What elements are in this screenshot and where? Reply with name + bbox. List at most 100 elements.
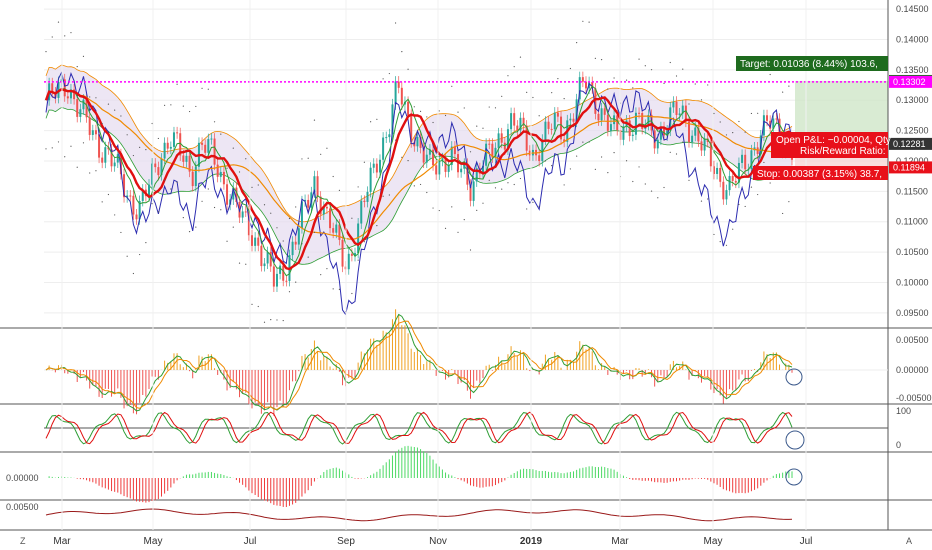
envelope-dot: [201, 87, 203, 89]
envelope-dot: [625, 79, 628, 81]
envelope-dot: [282, 319, 284, 322]
envelope-dot: [507, 75, 509, 77]
candle-body: [616, 115, 619, 131]
envelope-dot: [170, 188, 172, 190]
candle-body: [703, 138, 706, 151]
envelope-dot: [526, 208, 528, 210]
candle-body: [69, 89, 72, 99]
envelope-dot: [376, 118, 378, 120]
candle-body: [716, 167, 719, 174]
envelope-dot: [95, 170, 97, 172]
bottom-indicator-panel[interactable]: 0.00500: [6, 502, 793, 522]
candle-body: [485, 143, 488, 166]
envelope-dot: [357, 186, 359, 188]
envelope-dot: [613, 77, 615, 79]
candle-body: [641, 113, 644, 129]
envelope-dot: [326, 268, 328, 270]
envelope-dot: [650, 190, 653, 192]
envelope-dot: [538, 115, 540, 117]
envelope-dot: [544, 160, 547, 162]
candle-body: [594, 88, 597, 114]
envelope-dot: [613, 152, 615, 154]
envelope-dot: [563, 184, 565, 186]
candle-body: [500, 133, 503, 143]
corner-left-label[interactable]: Z: [20, 536, 26, 546]
envelope-dot: [245, 263, 247, 265]
macd-tick-label: 0.00500: [896, 335, 929, 345]
price-tick-label: 0.12500: [896, 126, 929, 136]
candle-body: [432, 149, 435, 166]
candle-body: [213, 138, 216, 165]
vertical-grid: [61, 0, 807, 530]
envelope-dot: [307, 256, 309, 258]
envelope-dot: [744, 205, 746, 208]
price-axis[interactable]: 0.14500 0.14000 0.13500 0.13000 0.12500 0.120…: [889, 4, 932, 318]
candle-body: [410, 114, 413, 143]
candle-body: [325, 206, 328, 209]
candle-body: [388, 134, 391, 138]
candle-body: [216, 164, 219, 177]
corner-right-label[interactable]: A: [906, 536, 912, 546]
candle-body: [88, 117, 91, 135]
time-tick-label: Jul: [800, 536, 813, 547]
stoch-d-line: [45, 411, 793, 445]
envelope-dot: [519, 56, 522, 58]
stochastic-panel[interactable]: 100 0: [44, 406, 911, 450]
target-annotation[interactable]: Target: 0.01036 (8.44%) 103.6,: [736, 56, 888, 71]
candle-body: [332, 228, 335, 233]
candle-body: [659, 127, 662, 140]
envelope-dot: [576, 42, 578, 44]
envelope-dot: [295, 206, 297, 208]
candle-body: [510, 113, 513, 130]
candle-body: [700, 141, 703, 151]
candle-body: [737, 162, 740, 183]
candle-body: [119, 154, 122, 175]
envelope-dot: [45, 51, 47, 53]
envelope-dot: [188, 231, 191, 233]
candle-body: [179, 133, 182, 156]
envelope-dot: [76, 66, 78, 68]
histogram-panel[interactable]: 0.00000: [6, 445, 793, 508]
envelope-dot: [70, 32, 72, 34]
envelope-dot: [757, 112, 759, 114]
candle-body: [169, 146, 172, 149]
envelope-dot: [301, 158, 303, 160]
envelope-dot: [145, 149, 147, 151]
envelope-dot: [600, 59, 603, 61]
envelope-dot: [164, 179, 166, 181]
envelope-dot: [569, 168, 571, 170]
envelope-dot: [201, 200, 203, 202]
macd-line: [45, 313, 793, 412]
envelope-dot: [600, 156, 603, 158]
envelope-dot: [89, 172, 91, 174]
candle-body: [734, 180, 737, 183]
candle-body: [428, 149, 431, 155]
candle-body: [447, 164, 450, 172]
candle-body: [722, 181, 725, 200]
envelope-dot: [532, 96, 534, 99]
candle-body: [550, 128, 553, 130]
macd-panel[interactable]: 0.00500 0.00000 -0.00500: [44, 309, 932, 416]
envelope-dot: [769, 182, 771, 184]
envelope-dot: [725, 244, 728, 246]
time-tick-label: Jul: [244, 536, 257, 547]
envelope-dot: [82, 55, 85, 57]
candle-body: [538, 155, 541, 162]
candle-body: [116, 154, 119, 163]
open-pl-label: Open P&L: −0.00004, Qty: [776, 135, 891, 146]
price-tick-label: 0.14500: [896, 4, 929, 14]
candle-body: [631, 134, 634, 136]
envelope-dot: [757, 193, 759, 196]
candle-body: [126, 195, 129, 198]
candle-body: [394, 81, 397, 105]
envelope-dot: [588, 21, 590, 23]
open-pl-annotation[interactable]: Open P&L: −0.00004, Qty Risk/Reward Rati…: [771, 132, 891, 158]
histogram-tick-label: 0.00000: [6, 473, 39, 483]
envelope-dot: [182, 105, 184, 107]
envelope-dot: [432, 121, 434, 124]
stop-annotation[interactable]: Stop: 0.00387 (3.15%) 38.7,: [753, 166, 888, 180]
time-axis[interactable]: Mar May Jul Sep Nov 2019 Mar May Jul: [53, 536, 812, 547]
candle-body: [591, 82, 594, 89]
envelope-dot: [738, 120, 740, 123]
